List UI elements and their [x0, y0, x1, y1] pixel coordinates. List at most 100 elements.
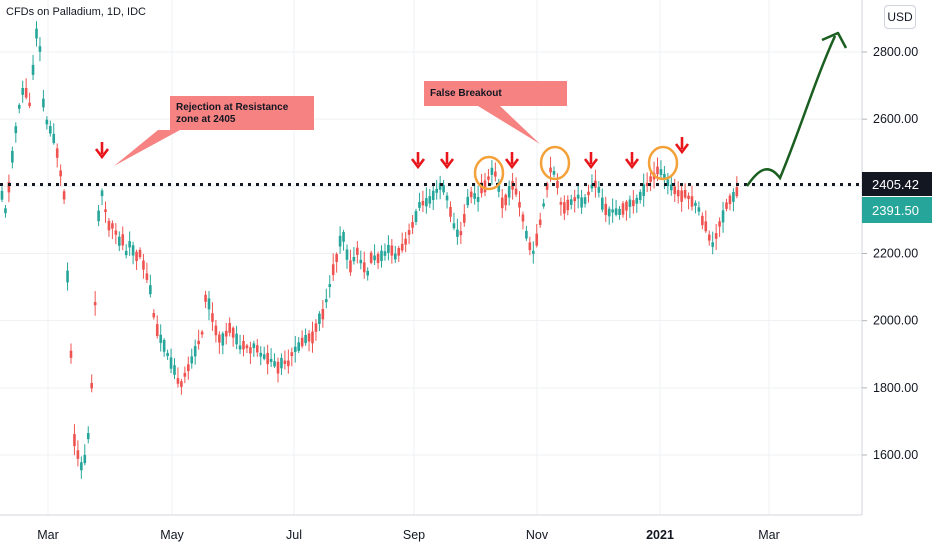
candle-body	[625, 201, 628, 211]
candle-body	[318, 313, 321, 324]
candle-body	[283, 360, 287, 364]
candle-body	[187, 364, 190, 372]
candle-body	[452, 223, 456, 229]
candle-body	[86, 433, 90, 440]
callout-rejection-line2: zone at 2405	[176, 114, 236, 125]
candle-body	[11, 150, 14, 163]
candle-body	[62, 191, 66, 200]
candle-body	[256, 345, 259, 353]
candle-body	[262, 354, 266, 359]
candle-body	[459, 231, 463, 236]
candle-body	[24, 88, 28, 98]
candle-body	[17, 104, 21, 109]
candle-body	[276, 361, 280, 374]
candle-body	[718, 221, 721, 227]
resistance-price-label: 2405.42	[872, 177, 919, 192]
candle-body	[683, 189, 687, 198]
candle-body	[249, 347, 252, 354]
candle-body	[628, 199, 632, 207]
candle-body	[38, 46, 42, 52]
candle-body	[7, 182, 11, 193]
candle-body	[559, 202, 563, 205]
candle-body	[376, 253, 380, 264]
candlestick-series	[0, 21, 739, 479]
candle-body	[394, 253, 397, 260]
candle-body	[325, 299, 328, 303]
candle-body	[397, 248, 401, 256]
candle-body	[114, 230, 118, 235]
candle-body	[366, 270, 369, 276]
candle-body	[604, 203, 608, 215]
candle-body	[576, 194, 580, 199]
candle-body	[383, 251, 387, 256]
down-arrow-icon	[410, 152, 426, 170]
resistance-price-tag: 2405.42	[862, 172, 932, 196]
candle-body	[642, 184, 645, 196]
candle-body	[656, 166, 659, 175]
candle-body	[697, 207, 701, 212]
candle-body	[169, 357, 173, 369]
candle-body	[542, 203, 545, 207]
candle-body	[638, 191, 642, 201]
candle-body	[155, 324, 159, 336]
candle-body	[380, 250, 383, 262]
candle-body	[435, 188, 438, 193]
price-axis[interactable]: 1600.001800.002000.002200.002400.002600.…	[862, 45, 918, 462]
candle-body	[597, 187, 601, 193]
candle-body	[607, 208, 611, 217]
candle-body	[676, 190, 680, 197]
x-tick-label: Sep	[403, 528, 425, 542]
candle-body	[690, 196, 694, 207]
candle-body	[504, 194, 507, 206]
y-tick-label: 2800.00	[873, 45, 918, 59]
candle-body	[442, 185, 445, 193]
candle-body	[314, 323, 318, 332]
candle-body	[362, 262, 366, 273]
candle-body	[463, 214, 466, 223]
candle-body	[549, 167, 552, 173]
candle-body	[331, 264, 335, 276]
candle-body	[111, 223, 114, 229]
last-price-label: 2391.50	[872, 203, 919, 218]
down-arrow-icon	[624, 152, 640, 170]
down-arrow-icon	[583, 152, 599, 170]
candle-body	[90, 383, 93, 389]
candle-body	[131, 245, 135, 256]
candle-body	[297, 342, 300, 351]
candle-body	[670, 184, 673, 191]
currency-button[interactable]: USD	[884, 5, 916, 29]
candle-body	[238, 345, 242, 350]
candle-body	[197, 340, 200, 345]
candle-body	[497, 182, 501, 192]
highlight-circle	[647, 145, 679, 181]
candle-body	[266, 352, 269, 365]
candle-body	[69, 350, 73, 358]
candle-body	[545, 183, 549, 190]
candle-body	[49, 126, 52, 134]
candle-body	[618, 208, 621, 215]
candle-body	[190, 356, 194, 364]
candle-body	[273, 361, 276, 367]
highlight-circle	[539, 145, 571, 181]
time-axis[interactable]: Mar May Jul Sep Nov 2021 Mar	[37, 528, 780, 542]
down-arrow-icon	[674, 137, 690, 155]
candle-body	[390, 245, 394, 256]
down-arrow-icon	[439, 152, 455, 170]
candle-body	[93, 302, 97, 306]
candle-body	[31, 64, 35, 75]
candle-body	[694, 202, 697, 206]
candle-body	[583, 197, 587, 204]
candle-body	[707, 234, 711, 241]
candle-body	[587, 191, 590, 196]
candle-body	[218, 334, 221, 343]
candle-body	[704, 221, 708, 232]
x-tick-label: Nov	[526, 528, 549, 542]
y-tick-label: 1600.00	[873, 448, 918, 462]
candle-body	[483, 180, 487, 193]
candle-body	[80, 462, 83, 471]
candle-body	[569, 199, 573, 205]
candle-body	[166, 352, 169, 357]
candle-body	[421, 200, 425, 206]
candle-body	[242, 340, 245, 350]
candle-body	[352, 256, 356, 262]
